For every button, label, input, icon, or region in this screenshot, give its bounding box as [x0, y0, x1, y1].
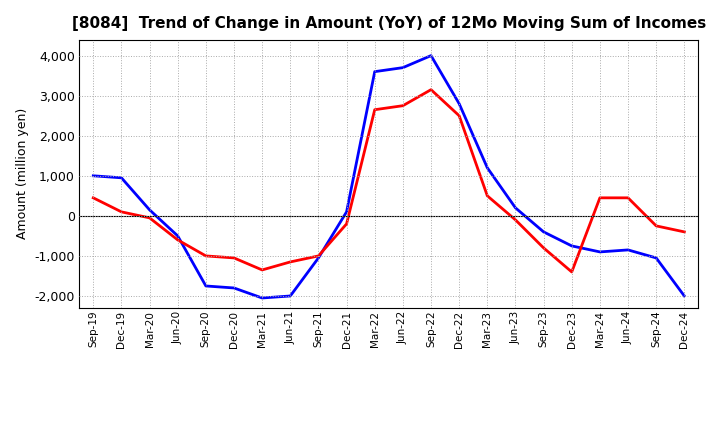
Ordinary Income	[427, 53, 436, 58]
Ordinary Income	[117, 175, 126, 180]
Net Income	[624, 195, 632, 201]
Ordinary Income	[595, 249, 604, 255]
Net Income	[595, 195, 604, 201]
Ordinary Income	[89, 173, 98, 179]
Net Income	[652, 223, 660, 228]
Ordinary Income	[483, 165, 492, 170]
Y-axis label: Amount (million yen): Amount (million yen)	[16, 108, 29, 239]
Net Income	[314, 253, 323, 259]
Net Income	[483, 193, 492, 198]
Net Income	[455, 113, 464, 118]
Net Income	[539, 245, 548, 250]
Ordinary Income	[202, 283, 210, 289]
Net Income	[230, 255, 238, 260]
Ordinary Income	[399, 65, 408, 70]
Ordinary Income	[370, 69, 379, 74]
Title: [8084]  Trend of Change in Amount (YoY) of 12Mo Moving Sum of Incomes: [8084] Trend of Change in Amount (YoY) o…	[72, 16, 706, 32]
Ordinary Income	[680, 293, 688, 299]
Line: Net Income: Net Income	[94, 90, 684, 272]
Net Income	[370, 107, 379, 112]
Ordinary Income	[652, 255, 660, 260]
Net Income	[145, 215, 154, 220]
Ordinary Income	[230, 285, 238, 290]
Net Income	[286, 259, 294, 264]
Net Income	[511, 217, 520, 223]
Ordinary Income	[511, 205, 520, 210]
Ordinary Income	[624, 247, 632, 253]
Net Income	[202, 253, 210, 259]
Ordinary Income	[145, 207, 154, 213]
Ordinary Income	[539, 229, 548, 235]
Ordinary Income	[567, 243, 576, 249]
Net Income	[258, 268, 266, 273]
Net Income	[567, 269, 576, 275]
Net Income	[680, 229, 688, 235]
Net Income	[399, 103, 408, 108]
Net Income	[117, 209, 126, 214]
Line: Ordinary Income: Ordinary Income	[94, 55, 684, 298]
Ordinary Income	[455, 101, 464, 106]
Ordinary Income	[314, 255, 323, 260]
Net Income	[342, 221, 351, 227]
Ordinary Income	[258, 295, 266, 301]
Ordinary Income	[286, 293, 294, 299]
Ordinary Income	[342, 209, 351, 214]
Ordinary Income	[174, 233, 182, 238]
Net Income	[174, 237, 182, 242]
Net Income	[89, 195, 98, 201]
Net Income	[427, 87, 436, 92]
